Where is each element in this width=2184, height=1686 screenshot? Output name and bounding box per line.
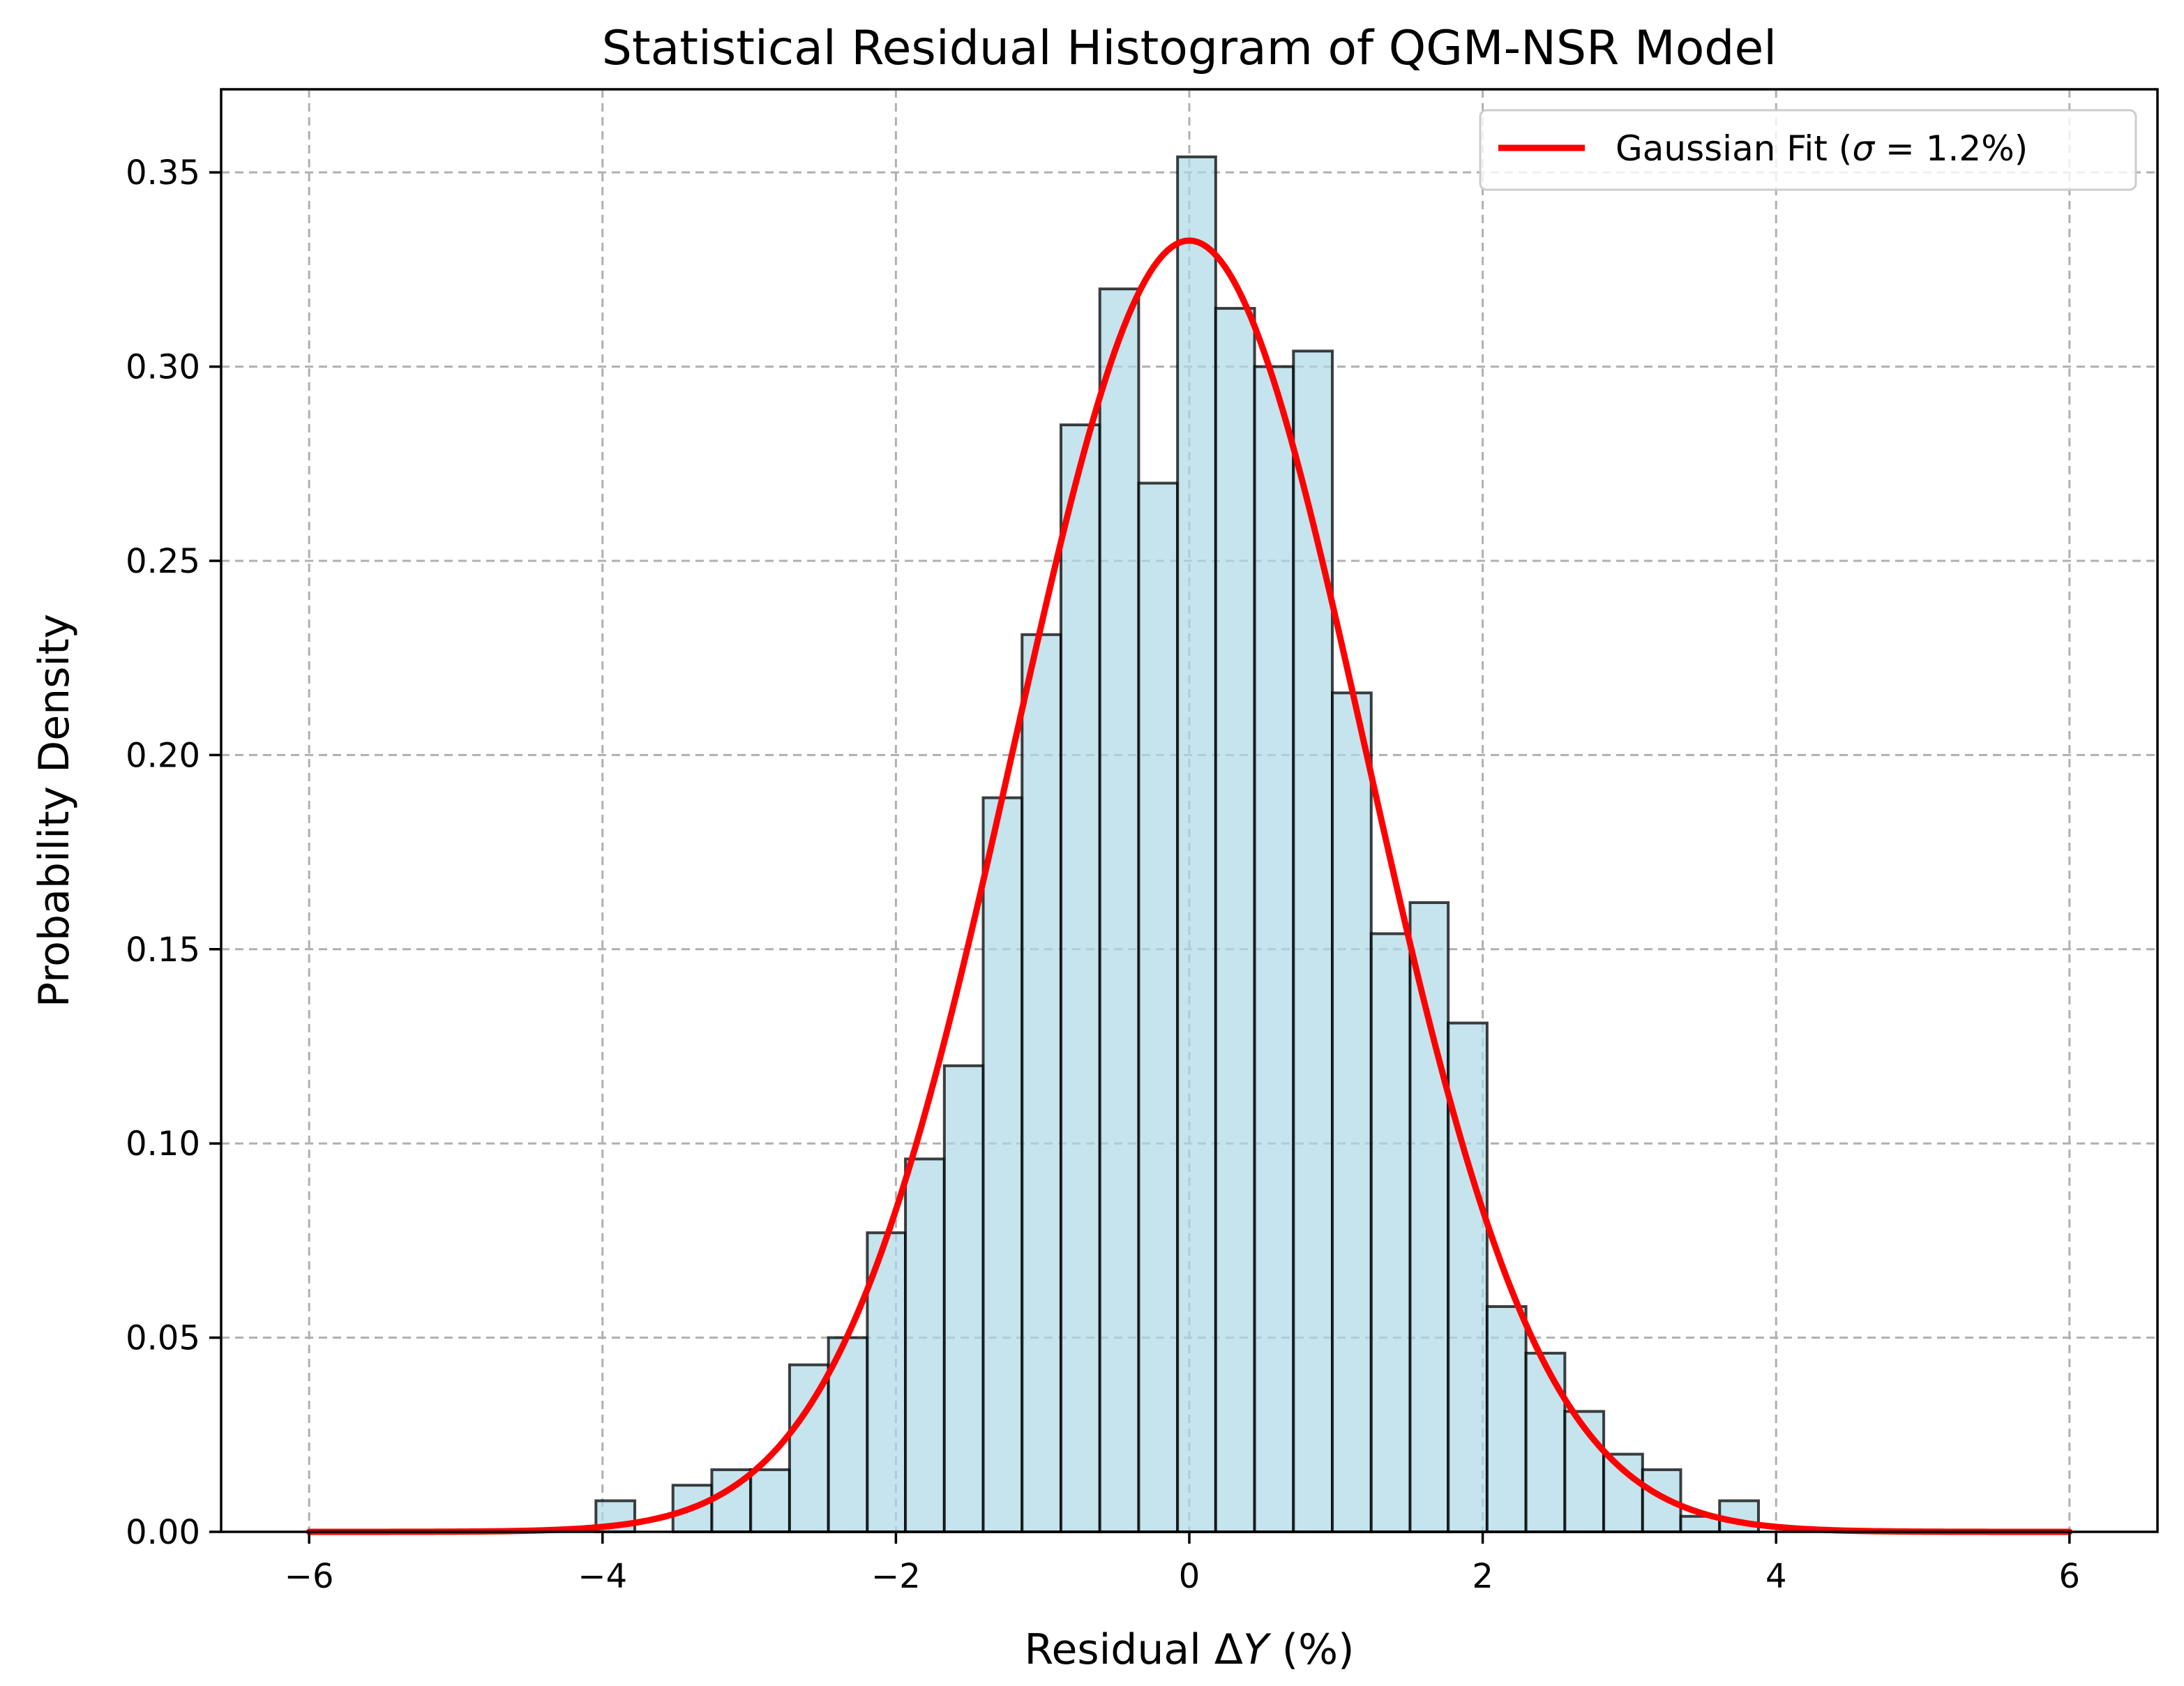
histogram-bar [1098,287,1140,1533]
histogram-bars [594,155,1760,1534]
x-tick-label: 0 [1179,1557,1200,1596]
histogram-bar [1369,932,1412,1533]
x-tick-label: −2 [871,1557,921,1596]
histogram-bar [788,1363,830,1533]
y-tick-label: 0.05 [126,1319,200,1358]
histogram-bar [1408,901,1450,1533]
histogram-bar [749,1468,791,1534]
histogram-bar [942,1064,985,1534]
gaussian-fit-line [306,237,2073,1535]
legend-box [1479,109,2137,191]
histogram-bar [1137,481,1180,1533]
x-axis: −6 −4 −2 0 2 4 6 [285,1532,2080,1596]
x-tick-label: 6 [2059,1557,2081,1596]
legend: Gaussian Fit (σ = 1.2%) [1479,109,2137,191]
y-axis-label: Probability Density [30,614,79,1007]
x-tick-label: −6 [285,1557,334,1596]
legend-label-suffix: = 1.2%) [1874,128,2028,169]
x-axis-label-prefix: Residual Δ [1024,1625,1243,1674]
histogram-bar [1485,1305,1528,1533]
y-tick-label: 0.35 [126,153,200,193]
legend-entry-gaussian-fit: Gaussian Fit (σ = 1.2%) [1616,128,2028,169]
histogram-bar [1059,423,1101,1534]
y-axis: 0.00 0.05 0.10 0.15 0.20 0.25 0.30 0.35 [126,153,221,1552]
x-axis-label: Residual ΔY (%) [1024,1625,1354,1674]
legend-label-sigma: σ [1852,128,1875,169]
x-tick-label: 2 [1472,1557,1493,1596]
x-axis-label-variable: Y [1243,1625,1272,1674]
histogram-bar [1214,307,1256,1533]
histogram-bar [1292,349,1334,1533]
legend-label-prefix: Gaussian Fit ( [1616,128,1852,169]
chart-title: Statistical Residual Histogram of QGM-NS… [602,21,1777,76]
y-tick-label: 0.20 [126,736,200,775]
x-axis-label-suffix: (%) [1269,1625,1355,1674]
histogram-bar [1331,691,1373,1534]
histogram-bar [1524,1351,1567,1533]
y-tick-label: 0.10 [126,1124,200,1164]
histogram-bar [1176,155,1217,1534]
x-tick-label: 4 [1765,1557,1787,1596]
histogram-bar [1253,365,1295,1533]
y-tick-label: 0.30 [126,348,200,387]
histogram-bar [827,1336,869,1534]
histogram-bar [1447,1021,1489,1533]
y-tick-label: 0.25 [126,542,200,581]
x-tick-label: −4 [578,1557,627,1596]
y-tick-label: 0.15 [126,931,200,970]
y-tick-label: 0.00 [126,1513,200,1552]
histogram-bar [866,1231,908,1534]
histogram-bar [904,1157,946,1533]
histogram-bar [1021,633,1062,1533]
histogram-bar [981,796,1024,1533]
